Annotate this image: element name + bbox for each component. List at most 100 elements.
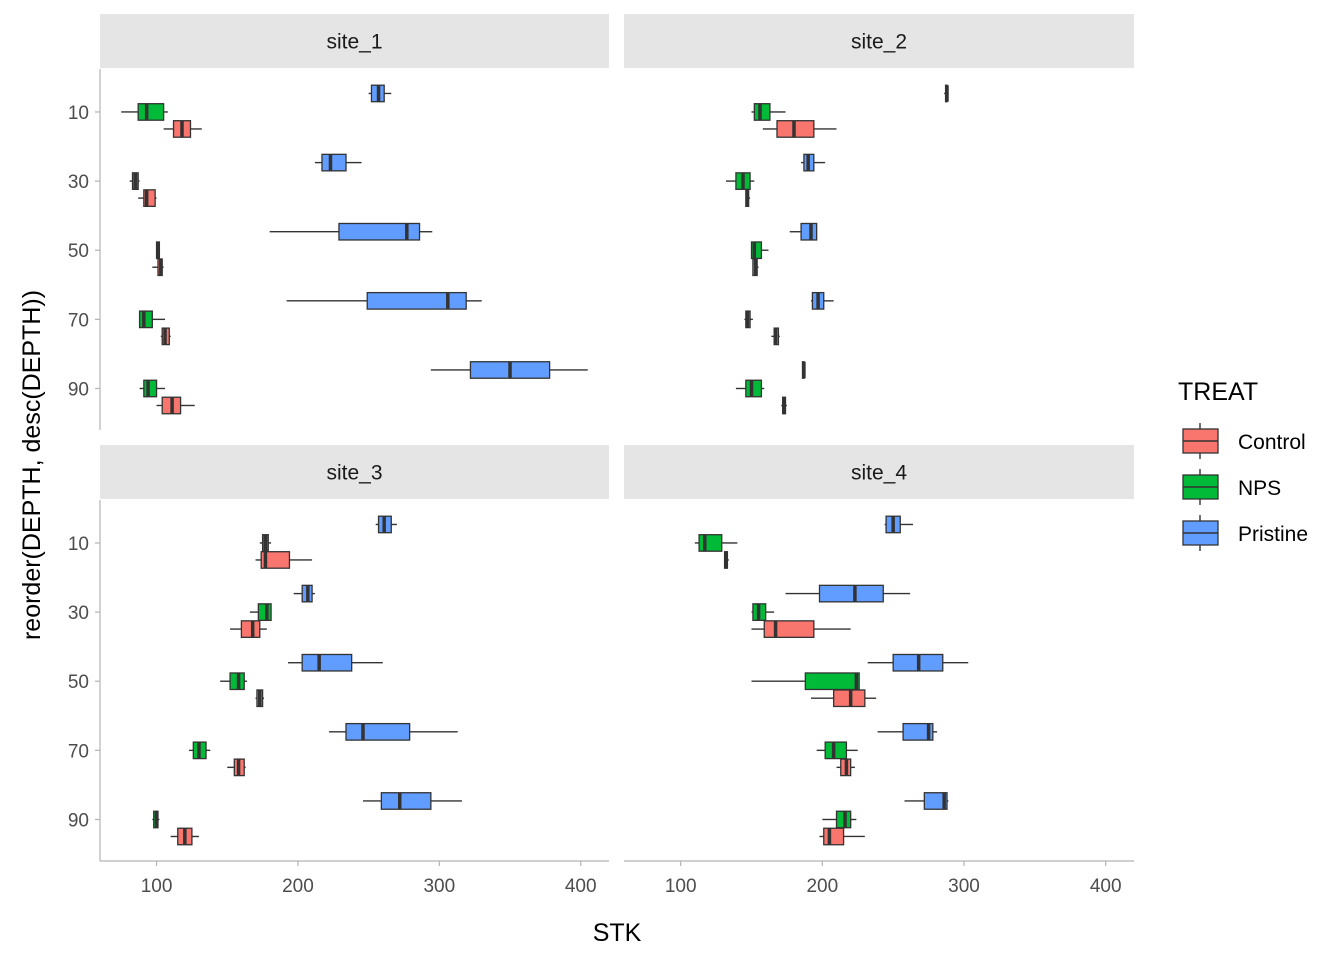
box-pristine-50 xyxy=(789,222,818,241)
box-iqr xyxy=(818,584,884,603)
x-tick-label: 400 xyxy=(1090,876,1122,897)
box-pristine-50 xyxy=(269,222,433,241)
box-nps-30 xyxy=(249,603,272,621)
box-pristine-70 xyxy=(877,722,938,741)
box-iqr xyxy=(800,222,818,241)
box-nps-50 xyxy=(751,672,860,691)
y-tick-label: 10 xyxy=(68,103,89,124)
box-control-30 xyxy=(745,189,751,207)
facet-site_4: site_4 100 200 300 400 xyxy=(624,445,1134,897)
box-control-70 xyxy=(227,758,246,777)
box-nps-10 xyxy=(121,103,168,121)
box-pristine-30 xyxy=(314,153,362,172)
box-nps-10 xyxy=(751,103,786,121)
box-pristine-50 xyxy=(867,653,969,672)
legend-label: Pristine xyxy=(1238,523,1308,546)
y-tick-label: 50 xyxy=(68,672,89,693)
box-nps-70 xyxy=(744,310,753,329)
box-nps-30 xyxy=(751,603,775,621)
box-control-50 xyxy=(255,689,265,708)
box-pristine-70 xyxy=(811,291,834,310)
box-pristine-10 xyxy=(944,84,949,103)
box-nps-10 xyxy=(694,534,738,552)
x-tick-label: 300 xyxy=(948,876,980,897)
box-control-90 xyxy=(156,396,195,415)
facet-strip xyxy=(624,445,1134,499)
box-pristine-10 xyxy=(368,84,392,103)
box-pristine-10 xyxy=(375,515,397,534)
box-nps-50 xyxy=(750,241,769,260)
facet-strip-label: site_2 xyxy=(851,31,907,54)
facet-strip xyxy=(100,445,609,499)
box-nps-90 xyxy=(139,379,166,398)
box-iqr xyxy=(763,620,815,638)
box-control-10 xyxy=(255,551,313,569)
box-pristine-90 xyxy=(362,792,462,810)
box-iqr xyxy=(380,792,432,810)
box-iqr xyxy=(137,103,165,121)
box-pristine-30 xyxy=(293,584,315,603)
x-tick-label: 100 xyxy=(665,876,697,897)
box-control-50 xyxy=(811,689,877,708)
box-control-70 xyxy=(771,327,780,346)
box-pristine-90 xyxy=(430,361,588,379)
legend-title: TREAT xyxy=(1178,378,1258,406)
legend-label: Control xyxy=(1238,431,1306,454)
box-iqr xyxy=(824,741,848,760)
box-pristine-50 xyxy=(288,653,383,672)
box-pristine-10 xyxy=(884,515,913,534)
box-iqr xyxy=(240,620,261,638)
box-iqr xyxy=(753,103,771,121)
box-pristine-90 xyxy=(904,792,949,810)
box-control-30 xyxy=(138,189,157,207)
box-nps-50 xyxy=(155,241,161,260)
box-control-90 xyxy=(819,827,865,846)
x-tick-label: 400 xyxy=(565,876,597,897)
box-control-10 xyxy=(723,551,729,569)
box-control-50 xyxy=(752,258,759,277)
y-tick-label: 30 xyxy=(68,603,89,624)
box-iqr xyxy=(321,153,347,172)
facets: site_1 10 30 50 70 90 site_2 site_3 10 30 50 70 90 10… xyxy=(68,14,1134,897)
box-nps-90 xyxy=(735,379,765,398)
facet-strip-label: site_1 xyxy=(326,31,382,54)
y-tick-label: 50 xyxy=(68,241,89,262)
box-iqr xyxy=(902,722,934,741)
box-nps-10 xyxy=(259,534,272,552)
box-control-50 xyxy=(152,258,164,277)
box-iqr xyxy=(260,551,291,569)
y-tick-label: 10 xyxy=(68,534,89,555)
y-tick-label: 30 xyxy=(68,172,89,193)
box-control-30 xyxy=(751,620,851,638)
box-iqr xyxy=(257,603,272,621)
x-tick-label: 300 xyxy=(423,876,455,897)
box-iqr xyxy=(338,222,421,241)
box-pristine-70 xyxy=(329,722,458,741)
facet-site_3: site_3 10 30 50 70 90 100 200 300 400 xyxy=(68,445,609,897)
legend: TREAT Control NPS Pristine xyxy=(1178,378,1308,551)
box-iqr xyxy=(143,189,156,207)
facet-site_1: site_1 10 30 50 70 90 xyxy=(68,14,609,430)
box-iqr xyxy=(823,827,845,846)
legend-item-control: Control xyxy=(1182,423,1306,459)
facet-strip-label: site_4 xyxy=(851,462,907,485)
box-nps-50 xyxy=(220,672,248,691)
x-axis-title: STK xyxy=(593,919,642,947)
box-iqr xyxy=(345,722,411,741)
y-axis-title: reorder(DEPTH, desc(DEPTH)) xyxy=(18,290,46,640)
box-nps-70 xyxy=(138,310,166,329)
legend-label: NPS xyxy=(1238,477,1281,500)
y-tick-label: 90 xyxy=(68,810,89,831)
box-nps-90 xyxy=(152,810,160,829)
box-iqr xyxy=(698,534,723,552)
box-iqr xyxy=(143,379,158,398)
box-iqr xyxy=(923,792,948,810)
y-tick-label: 70 xyxy=(68,741,89,762)
facet-strip xyxy=(100,14,609,68)
box-pristine-90 xyxy=(801,361,806,379)
x-tick-label: 200 xyxy=(806,876,838,897)
x-tick-label: 100 xyxy=(141,876,173,897)
box-pristine-70 xyxy=(286,291,482,310)
box-iqr xyxy=(138,310,153,329)
facet-strip-label: site_3 xyxy=(326,462,382,485)
